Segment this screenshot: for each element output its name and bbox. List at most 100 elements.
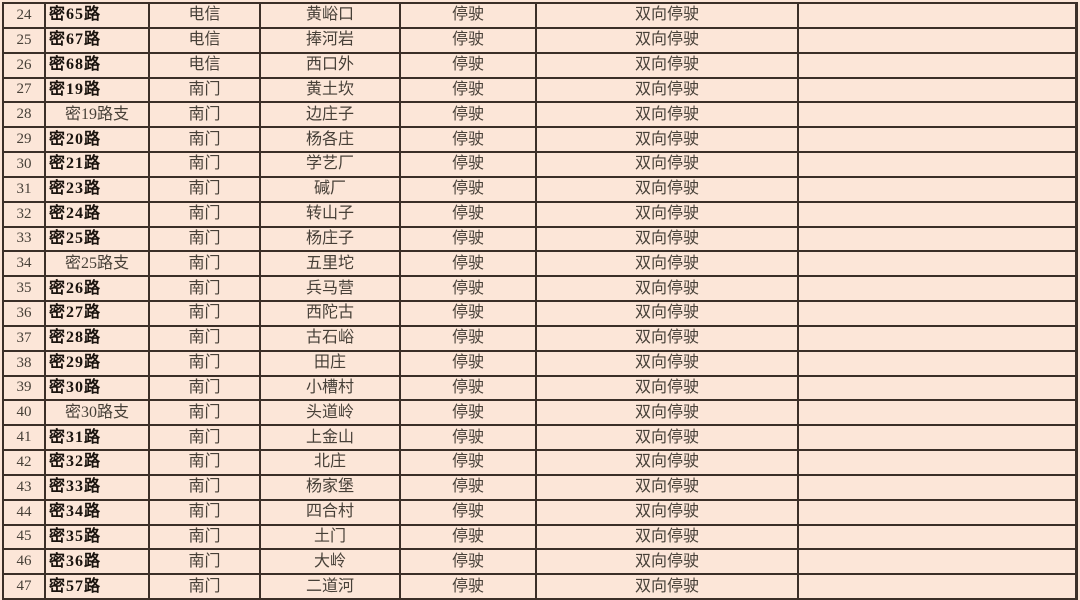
row-number: 43 [4,475,46,501]
note-cell [799,401,1075,427]
suspension-scope-label: 双向停驶 [537,525,799,551]
route-name: 密25路支 [46,252,150,278]
origin-station: 南门 [150,103,261,129]
route-name: 密30路支 [46,401,150,427]
table-row: 26 密68路 电信 西口外 停驶 双向停驶 [4,53,1075,79]
origin-station: 南门 [150,475,261,501]
note-cell [799,103,1075,129]
terminal-station: 五里坨 [261,252,401,278]
terminal-station: 兵马营 [261,277,401,302]
terminal-station: 杨家堡 [261,475,401,501]
table-row: 46 密36路 南门 大岭 停驶 双向停驶 [4,550,1075,576]
table-row: 45 密35路 南门 土门 停驶 双向停驶 [4,525,1075,551]
terminal-station: 大岭 [261,550,401,576]
status-label: 停驶 [401,376,537,402]
row-number: 40 [4,401,46,427]
note-cell [799,54,1075,79]
route-name: 密30路 [46,376,150,402]
terminal-station: 土门 [261,525,401,551]
suspension-scope-label: 双向停驶 [537,475,799,501]
note-cell [799,377,1075,402]
status-label: 停驶 [401,252,537,278]
table-row: 28 密19路支 南门 边庄子 停驶 双向停驶 [4,103,1075,129]
origin-station: 南门 [150,277,261,302]
route-name: 密25路 [46,227,150,253]
suspension-scope-label: 双向停驶 [537,277,799,302]
terminal-station: 北庄 [261,451,401,476]
origin-station: 南门 [150,128,261,153]
note-cell [799,79,1075,104]
note-cell [799,575,1075,600]
table-row: 33 密25路 南门 杨庄子 停驶 双向停驶 [4,227,1075,253]
table-row: 32 密24路 南门 转山子 停驶 双向停驶 [4,202,1075,228]
suspension-scope-label: 双向停驶 [537,177,799,203]
route-name: 密68路 [46,53,150,79]
terminal-station: 转山子 [261,202,401,228]
row-number: 46 [4,550,46,576]
origin-station: 南门 [150,177,261,203]
note-cell [799,252,1075,278]
suspension-scope-label: 双向停驶 [537,202,799,228]
table-row: 47 密57路 南门 二道河 停驶 双向停驶 [4,575,1075,600]
row-number: 30 [4,153,46,178]
table-row: 36 密27路 南门 西陀古 停驶 双向停驶 [4,302,1075,327]
status-label: 停驶 [401,351,537,377]
note-cell [799,526,1075,551]
row-number: 38 [4,351,46,377]
row-number: 35 [4,277,46,302]
terminal-station: 西口外 [261,53,401,79]
route-name: 密28路 [46,326,150,352]
note-cell [799,178,1075,203]
status-label: 停驶 [401,277,537,302]
suspension-scope-label: 双向停驶 [537,326,799,352]
table-row: 43 密33路 南门 杨家堡 停驶 双向停驶 [4,475,1075,501]
table-row: 25 密67路 电信 捧河岩 停驶 双向停驶 [4,28,1075,54]
row-number: 36 [4,302,46,327]
status-label: 停驶 [401,426,537,451]
origin-station: 南门 [150,153,261,178]
table-row: 30 密21路 南门 学艺厂 停驶 双向停驶 [4,153,1075,178]
status-label: 停驶 [401,550,537,576]
table-row: 27 密19路 南门 黄土坎 停驶 双向停驶 [4,78,1075,104]
route-name: 密20路 [46,128,150,153]
terminal-station: 二道河 [261,575,401,600]
status-label: 停驶 [401,451,537,476]
note-cell [799,550,1075,576]
status-label: 停驶 [401,4,537,29]
table-row: 38 密29路 南门 田庄 停驶 双向停驶 [4,351,1075,377]
note-cell [799,4,1075,29]
route-name: 密24路 [46,202,150,228]
status-label: 停驶 [401,475,537,501]
note-cell [799,203,1075,228]
suspension-scope-label: 双向停驶 [537,4,799,29]
terminal-station: 古石峪 [261,326,401,352]
status-label: 停驶 [401,401,537,427]
note-cell [799,29,1075,54]
route-name: 密57路 [46,575,150,600]
row-number: 34 [4,252,46,278]
note-cell [799,228,1075,253]
row-number: 24 [4,4,46,29]
status-label: 停驶 [401,575,537,600]
table-row: 39 密30路 南门 小槽村 停驶 双向停驶 [4,376,1075,402]
row-number: 37 [4,326,46,352]
status-label: 停驶 [401,28,537,54]
row-number: 39 [4,376,46,402]
status-label: 停驶 [401,177,537,203]
status-label: 停驶 [401,128,537,153]
table-row: 29 密20路 南门 杨各庄 停驶 双向停驶 [4,128,1075,153]
suspension-scope-label: 双向停驶 [537,252,799,278]
route-name: 密33路 [46,475,150,501]
table-row: 34 密25路支 南门 五里坨 停驶 双向停驶 [4,252,1075,278]
table-row: 42 密32路 南门 北庄 停驶 双向停驶 [4,451,1075,476]
origin-station: 南门 [150,376,261,402]
terminal-station: 头道岭 [261,401,401,427]
origin-station: 南门 [150,227,261,253]
row-number: 25 [4,28,46,54]
note-cell [799,128,1075,153]
suspension-scope-label: 双向停驶 [537,426,799,451]
suspension-scope-label: 双向停驶 [537,103,799,129]
suspension-scope-label: 双向停驶 [537,351,799,377]
suspension-scope-label: 双向停驶 [537,78,799,104]
row-number: 31 [4,177,46,203]
